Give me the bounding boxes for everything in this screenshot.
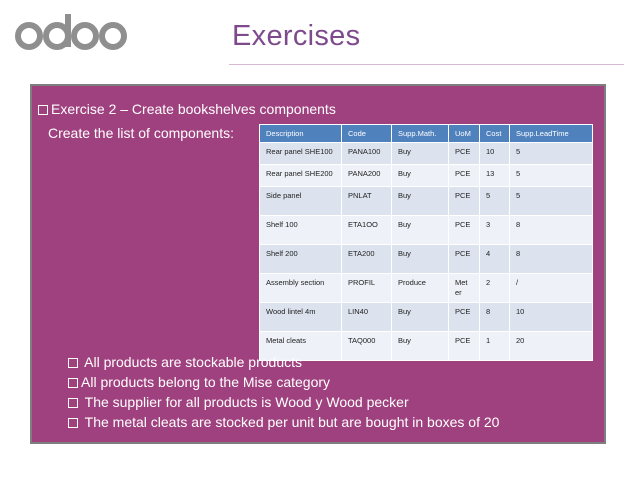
table-row: Shelf 100 ETA1OO Buy PCE 3 8 <box>259 215 593 245</box>
table-cell: PANA200 <box>341 164 392 187</box>
table-cell: PROFIL <box>341 273 392 303</box>
odoo-logo <box>15 14 127 50</box>
table-cell: PCE <box>448 244 480 274</box>
checkbox-bullet-icon <box>68 418 78 428</box>
logo-letter-o-3 <box>99 22 127 50</box>
table-cell: 5 <box>509 164 593 187</box>
table-cell: Side panel <box>259 186 342 216</box>
table-cell: 10 <box>509 302 593 332</box>
table-header-row: Description Code Supp.Math. UoM Cost Sup… <box>259 124 593 143</box>
exercise-heading-text: Exercise 2 – Create bookshelves componen… <box>51 101 336 117</box>
column-header: Cost <box>479 124 510 143</box>
table-cell: Produce <box>391 273 449 303</box>
table-cell: 5 <box>509 186 593 216</box>
table-row: Rear panel SHE200 PANA200 Buy PCE 13 5 <box>259 164 593 187</box>
table-cell: ETA200 <box>341 244 392 274</box>
list-item: All products are stockable products <box>68 352 499 372</box>
table-cell: PCE <box>448 164 480 187</box>
table-cell: Metal cleats <box>259 331 342 361</box>
table-cell: 2 <box>479 273 510 303</box>
table-cell: 10 <box>479 142 510 165</box>
table-cell: PCE <box>448 142 480 165</box>
list-item-text: All products are stockable products <box>81 354 303 370</box>
table-cell: PCE <box>448 186 480 216</box>
table-cell: 3 <box>479 215 510 245</box>
table-cell: PANA100 <box>341 142 392 165</box>
table-cell: 8 <box>509 244 593 274</box>
list-item-text: All products belong to the Mise category <box>81 374 331 390</box>
column-header: Supp.LeadTime <box>509 124 593 143</box>
table-cell: PNLAT <box>341 186 392 216</box>
table-cell: Wood lintel 4m <box>259 302 342 332</box>
checkbox-bullet-icon <box>38 105 48 115</box>
logo-letter-o-2 <box>71 22 99 50</box>
table-cell: Met er <box>448 273 480 303</box>
table-cell: Buy <box>391 142 449 165</box>
table-cell: / <box>509 273 593 303</box>
table-cell: Buy <box>391 244 449 274</box>
table-cell: 5 <box>479 186 510 216</box>
table-cell: TAQ000 <box>341 331 392 361</box>
table-cell: 1 <box>479 331 510 361</box>
table-cell: Buy <box>391 186 449 216</box>
exercise-heading: Exercise 2 – Create bookshelves componen… <box>38 101 336 117</box>
notes-list: All products are stockable products All … <box>68 352 499 432</box>
list-item: The metal cleats are stocked per unit bu… <box>68 412 499 432</box>
logo-letter-d <box>43 22 71 50</box>
table-row: Rear panel SHE100 PANA100 Buy PCE 10 5 <box>259 142 593 165</box>
table-cell: 8 <box>479 302 510 332</box>
table-cell: PCE <box>448 302 480 332</box>
components-table: Description Code Supp.Math. UoM Cost Sup… <box>259 124 593 361</box>
table-cell: 4 <box>479 244 510 274</box>
table-row: Metal cleats TAQ000 Buy PCE 1 20 <box>259 331 593 361</box>
table-cell: Rear panel SHE100 <box>259 142 342 165</box>
table-row: Wood lintel 4m LIN40 Buy PCE 8 10 <box>259 302 593 332</box>
checkbox-bullet-icon <box>68 358 78 368</box>
table-cell: 20 <box>509 331 593 361</box>
table-cell: Buy <box>391 302 449 332</box>
table-cell: 8 <box>509 215 593 245</box>
table-cell: Buy <box>391 331 449 361</box>
table-cell: Shelf 200 <box>259 244 342 274</box>
table-row: Assembly section PROFIL Produce Met er 2… <box>259 273 593 303</box>
column-header: UoM <box>448 124 480 143</box>
column-header: Supp.Math. <box>391 124 449 143</box>
checkbox-bullet-icon <box>68 378 78 388</box>
table-cell: LIN40 <box>341 302 392 332</box>
logo-letter-d-stem <box>65 14 71 47</box>
table-cell: Shelf 100 <box>259 215 342 245</box>
table-cell: 13 <box>479 164 510 187</box>
slide-title: Exercises <box>232 20 361 52</box>
table-row: Side panel PNLAT Buy PCE 5 5 <box>259 186 593 216</box>
column-header: Description <box>259 124 342 143</box>
table-cell: ETA1OO <box>341 215 392 245</box>
table-row: Shelf 200 ETA200 Buy PCE 4 8 <box>259 244 593 274</box>
table-cell: 5 <box>509 142 593 165</box>
table-cell: Rear panel SHE200 <box>259 164 342 187</box>
list-item-text: The metal cleats are stocked per unit bu… <box>81 414 500 430</box>
instruction-text: Create the list of components: <box>48 125 234 141</box>
table-cell: Buy <box>391 215 449 245</box>
list-item-text: The supplier for all products is Wood y … <box>81 394 409 410</box>
column-header: Code <box>341 124 392 143</box>
list-item: All products belong to the Mise category <box>68 372 499 392</box>
table-cell: PCE <box>448 331 480 361</box>
table-cell: Buy <box>391 164 449 187</box>
checkbox-bullet-icon <box>68 398 78 408</box>
logo-letter-o-1 <box>15 22 43 50</box>
list-item: The supplier for all products is Wood y … <box>68 392 499 412</box>
table-cell: PCE <box>448 215 480 245</box>
title-divider <box>229 64 624 65</box>
table-cell: Assembly section <box>259 273 342 303</box>
